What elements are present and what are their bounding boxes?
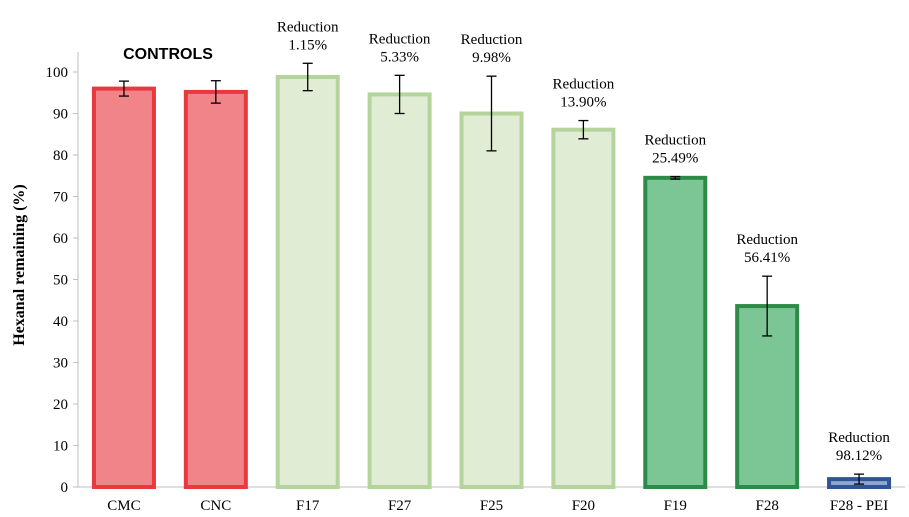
x-tick-label: F25 <box>480 498 503 514</box>
reduction-percent: 25.49% <box>652 151 698 167</box>
reduction-percent: 1.15% <box>288 37 327 53</box>
reduction-percent: 98.12% <box>836 448 882 464</box>
x-tick-label: F17 <box>296 498 320 514</box>
reduction-percent: 56.41% <box>744 250 790 266</box>
x-tick-label: CMC <box>107 498 140 514</box>
reduction-annotations: Reduction 1.15% Reduction 5.33% Reduction 9.9… <box>277 19 890 464</box>
error-bar <box>578 119 589 140</box>
y-tick-label: 0 <box>61 480 69 496</box>
reduction-percent: 5.33% <box>380 49 419 65</box>
reduction-percent: 13.90% <box>560 95 606 111</box>
y-tick-label: 80 <box>53 148 68 164</box>
reduction-label: Reduction <box>461 32 523 48</box>
y-tick-label: 60 <box>53 231 68 247</box>
error-bar <box>762 275 773 337</box>
y-tick-label: 90 <box>53 107 68 123</box>
y-tick-label: 40 <box>53 314 68 330</box>
error-bars <box>118 62 865 485</box>
y-tick-label: 50 <box>53 273 68 289</box>
x-tick-label: F19 <box>664 498 687 514</box>
controls-label: CONTROLS <box>123 46 213 63</box>
reduction-label: Reduction <box>277 19 339 35</box>
y-tick-label: 100 <box>46 65 69 81</box>
error-bar <box>854 473 865 485</box>
x-tick-label: F28 - PEI <box>830 498 888 514</box>
reduction-label: Reduction <box>736 232 798 248</box>
bars <box>91 74 892 489</box>
y-tick-label: 10 <box>53 439 68 455</box>
y-tick-label: 30 <box>53 356 68 372</box>
x-tick-label: F20 <box>572 498 595 514</box>
error-bar <box>210 80 221 104</box>
bar-f19 <box>643 175 708 489</box>
error-bar <box>486 75 497 152</box>
y-tick-label: 20 <box>53 397 68 413</box>
x-tick-label: CNC <box>200 498 231 514</box>
y-axis-title: Hexanal remaining (%) <box>11 184 28 345</box>
reduction-label: Reduction <box>828 430 890 446</box>
bar-f20 <box>551 127 616 489</box>
x-tick-label: F28 <box>755 498 778 514</box>
error-bar <box>302 62 313 92</box>
reduction-label: Reduction <box>644 133 706 149</box>
bar-f17 <box>275 74 340 489</box>
error-bar <box>394 74 405 115</box>
bar-cmc <box>91 86 156 489</box>
bar-f25 <box>459 111 524 489</box>
error-bar <box>670 175 681 180</box>
y-tick-label: 70 <box>53 190 68 206</box>
reduction-percent: 9.98% <box>472 50 511 66</box>
bar-f27 <box>367 92 432 489</box>
x-tick-label: F27 <box>388 498 412 514</box>
bar-cnc <box>183 89 248 489</box>
reduction-label: Reduction <box>369 31 431 47</box>
reduction-label: Reduction <box>553 77 615 93</box>
error-bar <box>118 80 129 97</box>
x-axis-labels: CMC CNC F17 F27 F25 F20 F19 F28 F28 - PEI <box>107 498 888 514</box>
